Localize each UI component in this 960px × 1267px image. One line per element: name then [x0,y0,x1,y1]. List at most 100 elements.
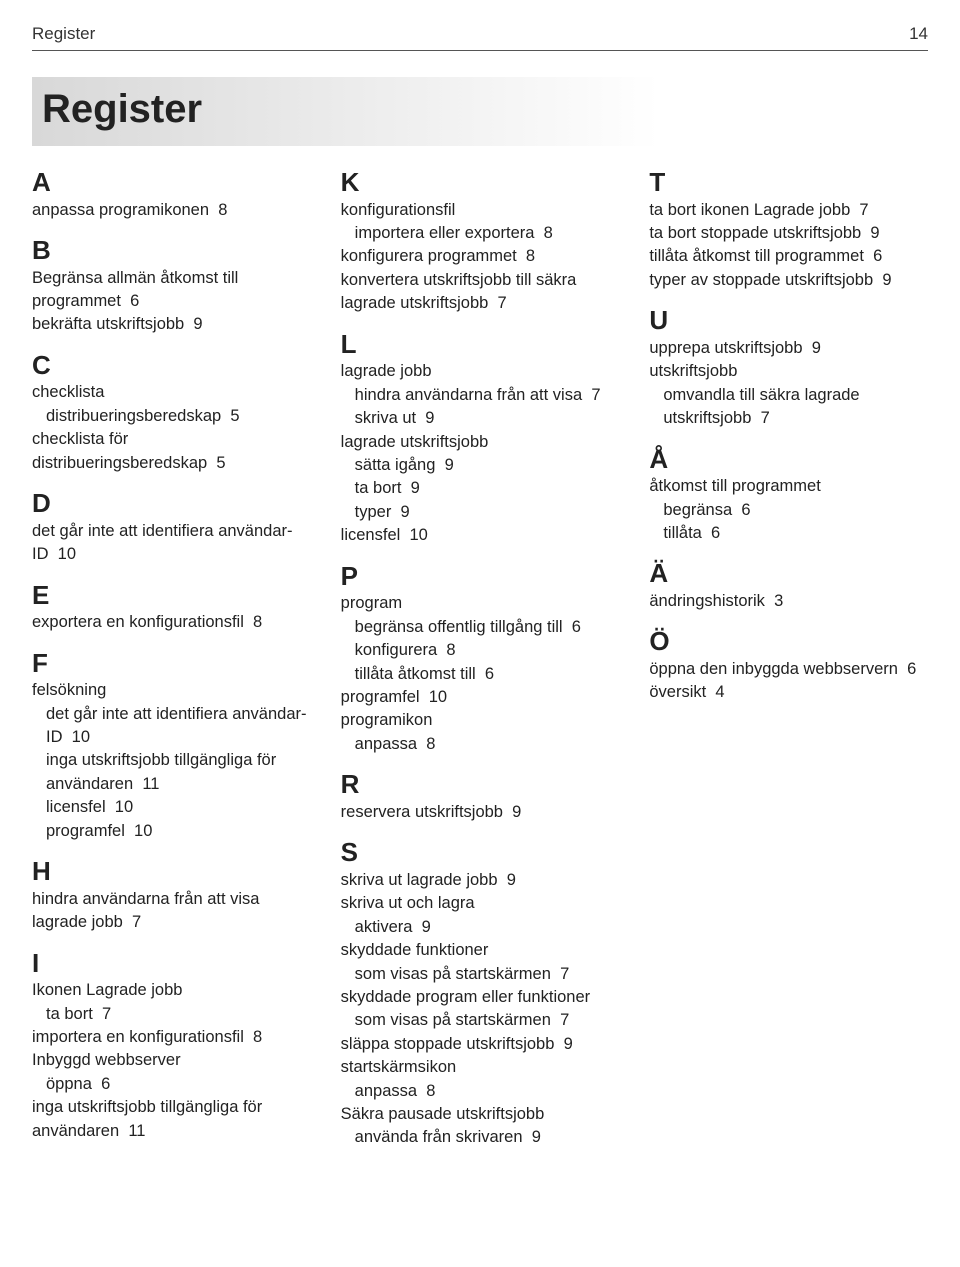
index-entry-page: 9 [401,503,410,521]
index-entry: Ikonen Lagrade jobb [32,979,311,1002]
index-entry: reservera utskriftsjobb 9 [341,801,620,824]
index-entry-page: 10 [409,526,427,544]
index-letter: Å [649,445,928,474]
index-letter: I [32,949,311,978]
index-entry-page: 4 [715,683,724,701]
index-column-1: Aanpassa programikonen 8BBegränsa allmän… [32,168,311,1150]
index-entry-page: 9 [193,315,202,333]
index-entry-page: 9 [425,409,434,427]
index-entry-text: typer av stoppade utskriftsjobb [649,271,873,289]
index-letter: R [341,770,620,799]
index-letter: E [32,581,311,610]
running-header-left: Register [32,24,95,44]
index-entry-page: 6 [485,665,494,683]
index-entry-text: importera en konfigurationsfil [32,1028,244,1046]
index-entry: som visas på startskärmen 7 [341,1009,620,1032]
index-letter: D [32,489,311,518]
header-rule [32,50,928,51]
index-letter: A [32,168,311,197]
index-entry: översikt 4 [649,681,928,704]
index-entry: utskriftsjobb [649,360,928,383]
index-entry: det går inte att identifiera användar-ID… [32,703,311,750]
index-entry-text: lagrade utskriftsjobb [341,433,489,451]
index-entry-text: program [341,594,402,612]
index-entry: anpassa 8 [341,1080,620,1103]
index-entry-text: upprepa utskriftsjobb [649,339,802,357]
index-entry-page: 9 [812,339,821,357]
index-entry: ta bort ikonen Lagrade jobb 7 [649,199,928,222]
index-entry-page: 9 [411,479,420,497]
index-entry: konfigurera 8 [341,639,620,662]
index-entry: anpassa 8 [341,733,620,756]
index-entry: hindra användarna från att visa 7 [341,384,620,407]
index-entry-text: utskriftsjobb [649,362,737,380]
index-entry-page: 10 [58,545,76,563]
index-entry: skyddade funktioner [341,939,620,962]
index-entry-page: 7 [498,294,507,312]
index-entry-page: 9 [512,803,521,821]
index-entry: öppna den inbyggda webbservern 6 [649,658,928,681]
index-entry-text: programfel [341,688,420,706]
index-entry: aktivera 9 [341,916,620,939]
index-entry-page: 7 [132,913,141,931]
index-entry: inga utskriftsjobb tillgängliga för anvä… [32,749,311,796]
index-entry-text: konfigurera programmet [341,247,517,265]
index-entry-page: 10 [134,822,152,840]
index-entry-page: 11 [142,775,159,793]
index-entry-text: skyddade program eller funktioner [341,988,590,1006]
index-entry: hindra användarna från att visa lagrade … [32,888,311,935]
index-entry-text: anpassa [355,735,417,753]
index-entry: skyddade program eller funktioner [341,986,620,1009]
index-entry-text: licensfel [341,526,401,544]
index-entry-page: 9 [882,271,891,289]
index-entry-page: 10 [115,798,133,816]
index-entry: begränsa 6 [649,499,928,522]
index-entry-text: öppna [46,1075,92,1093]
index-entry-text: åtkomst till programmet [649,477,820,495]
index-letter: Ö [649,627,928,656]
index-entry-text: ta bort stoppade utskriftsjobb [649,224,861,242]
index-entry-text: Inbyggd webbserver [32,1051,181,1069]
index-entry-text: tillåta åtkomst till programmet [649,247,864,265]
index-entry-text: ta bort ikonen Lagrade jobb [649,201,850,219]
index-entry-page: 8 [446,641,455,659]
index-entry-text: skriva ut [355,409,416,427]
index-entry-page: 8 [426,1082,435,1100]
index-entry-text: tillåta åtkomst till [355,665,476,683]
index-entry: skriva ut 9 [341,407,620,430]
index-entry: använda från skrivaren 9 [341,1126,620,1149]
page-title: Register [42,87,914,132]
index-entry: tillåta 6 [649,522,928,545]
index-entry: felsökning [32,679,311,702]
index-entry-text: startskärmsikon [341,1058,457,1076]
index-entry: tillåta åtkomst till 6 [341,663,620,686]
index-entry-page: 8 [526,247,535,265]
index-entry: som visas på startskärmen 7 [341,963,620,986]
index-entry-text: släppa stoppade utskriftsjobb [341,1035,555,1053]
index-entry: skriva ut och lagra [341,892,620,915]
index-entry: programfel 10 [341,686,620,709]
index-entry-page: 6 [130,292,139,310]
index-entry-text: checklista [32,383,104,401]
index-entry-text: inga utskriftsjobb tillgängliga för anvä… [32,1098,262,1139]
index-entry-page: 10 [429,688,447,706]
index-entry-page: 7 [560,1011,569,1029]
index-entry-text: hindra användarna från att visa lagrade … [32,890,259,931]
index-entry-text: begränsa [663,501,732,519]
index-letter: U [649,306,928,335]
index-entry-text: sätta igång [355,456,436,474]
index-entry: ta bort 7 [32,1003,311,1026]
index-entry: lagrade utskriftsjobb [341,431,620,454]
index-entry-text: begränsa offentlig tillgång till [355,618,563,636]
index-entry: Inbyggd webbserver [32,1049,311,1072]
index-entry-page: 6 [873,247,882,265]
index-entry: typer av stoppade utskriftsjobb 9 [649,269,928,292]
index-entry: ändringshistorik 3 [649,590,928,613]
index-entry-text: anpassa [355,1082,417,1100]
index-entry: bekräfta utskriftsjobb 9 [32,313,311,336]
index-entry-page: 9 [445,456,454,474]
index-entry: sätta igång 9 [341,454,620,477]
index-entry-text: Ikonen Lagrade jobb [32,981,182,999]
index-entry-page: 7 [761,409,770,427]
index-letter: T [649,168,928,197]
